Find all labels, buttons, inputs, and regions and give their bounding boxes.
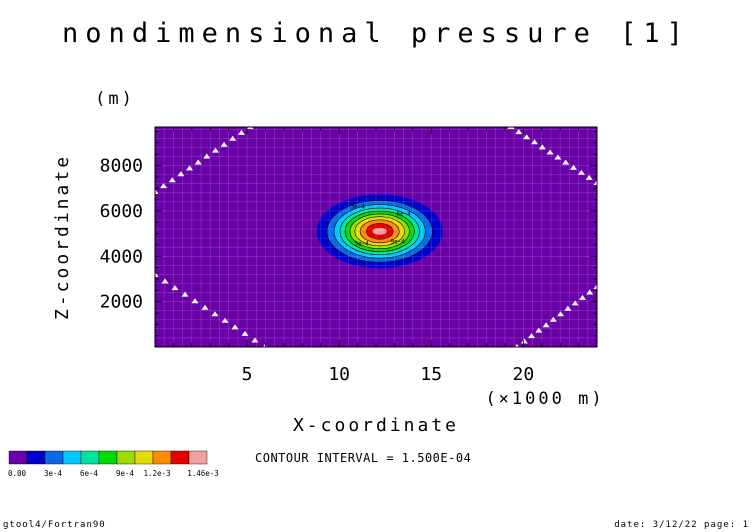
boundary-marker [161,278,169,284]
boundary-marker [168,177,176,183]
footer-program: gtool4/Fortran90 [3,520,106,530]
x-tick-label: 10 [328,364,350,385]
colorbar-swatch [152,450,172,465]
boundary-marker [211,311,219,317]
colorbar-label: 3e-4 [44,469,63,478]
x-tick-label: 15 [420,364,442,385]
boundary-marker [212,147,219,153]
boundary-marker [557,311,565,317]
grid-lines [155,127,597,347]
colorbar-tick-labels: 0.00 3e-4 6e-4 9e-4 1.2e-3 1.46e-3 [8,469,219,478]
boundary-marker [585,174,593,180]
colorbar-label: 6e-4 [80,469,99,478]
boundary-marker [546,149,554,155]
y-axis-unit: (m) [95,89,135,109]
colorbar-label: 0.00 [8,469,27,478]
boundary-marker [201,304,209,310]
boundary-marker [531,139,538,145]
colorbar-swatch [80,450,100,465]
boundary-marker [251,337,259,343]
colorbar-swatch [170,450,190,465]
boundary-marker [191,298,199,304]
boundary-marker [549,316,557,322]
boundary-marker [535,327,543,333]
x-axis-unit: (×1000 m) [485,389,604,409]
boundary-marker [229,135,237,141]
boundary-marker [171,285,179,291]
colorbar-swatch [98,450,118,465]
contour-fill-layer [316,194,443,269]
colorbar-swatch [134,450,154,465]
boundary-marker [221,317,229,323]
boundary-marker [554,154,562,160]
contour-label: 3e-4 [354,240,369,247]
boundary-marker [542,322,550,328]
plot-area: 3e-4 6e-4 9e-4 3e-4 [151,124,601,349]
x-tick-label: 5 [242,364,253,385]
boundary-marker [181,291,189,297]
x-axis-ticks: 5 10 15 20 [154,127,598,385]
boundary-marker [564,305,572,311]
colorbar-swatch [62,450,82,465]
contour-interval-text: CONTOUR INTERVAL = 1.500E-04 [255,451,471,465]
y-axis-ticks: 2000 4000 6000 8000 [100,131,597,348]
colorbar-swatch [8,450,28,465]
boundary-marker [203,153,211,159]
chart-title: nondimensional pressure [1] [62,18,690,49]
x-axis-label: X-coordinate [293,415,459,436]
contour-label: 6e-4 [396,210,411,217]
boundary-marker [231,324,239,330]
boundary-marker [520,338,528,344]
boundary-marker [177,171,185,177]
boundary-marker [586,289,594,295]
y-tick-label: 6000 [100,201,143,222]
boundary-marker [237,129,245,135]
colorbar-label: 9e-4 [116,469,135,478]
boundary-marker [570,164,577,170]
boundary-marker [241,330,249,336]
colorbar-swatch [188,450,208,465]
y-tick-label: 4000 [100,246,143,267]
boundary-marker [577,169,585,175]
boundary-marker [186,165,193,171]
boundary-marker [523,134,531,140]
contour-peak [372,227,387,235]
colorbar-swatch [116,450,136,465]
boundary-marker [538,144,546,150]
contour-label: 9e-4 [390,238,405,245]
colorbar-label: 1.46e-3 [187,469,219,478]
colorbar-swatch [26,450,46,465]
x-tick-label: 20 [512,364,534,385]
contour-labels: 3e-4 6e-4 9e-4 3e-4 [350,203,411,247]
boundary-marker [220,141,228,147]
colorbar [8,450,208,465]
boundary-marker [562,159,570,165]
footer-date-page: date: 3/12/22 page: 1 [614,520,749,530]
boundary-marker [515,129,523,135]
boundary-marker [160,183,168,189]
y-tick-label: 8000 [100,156,143,177]
y-axis-label: Z-coordinate [52,154,73,320]
colorbar-swatch [44,450,64,465]
y-tick-label: 2000 [100,292,143,313]
colorbar-label: 1.2e-3 [143,469,170,478]
boundary-marker [528,333,535,339]
boundary-marker [571,300,579,306]
boundary-marker [579,294,586,300]
contour-label: 3e-4 [350,203,365,210]
boundary-marker [194,159,202,165]
